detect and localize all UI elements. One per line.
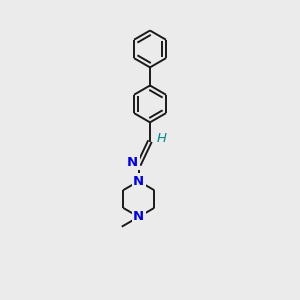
Text: N: N xyxy=(133,175,144,188)
Text: H: H xyxy=(156,132,166,145)
Text: N: N xyxy=(133,210,144,224)
Text: N: N xyxy=(127,156,138,169)
Text: N: N xyxy=(127,156,138,169)
